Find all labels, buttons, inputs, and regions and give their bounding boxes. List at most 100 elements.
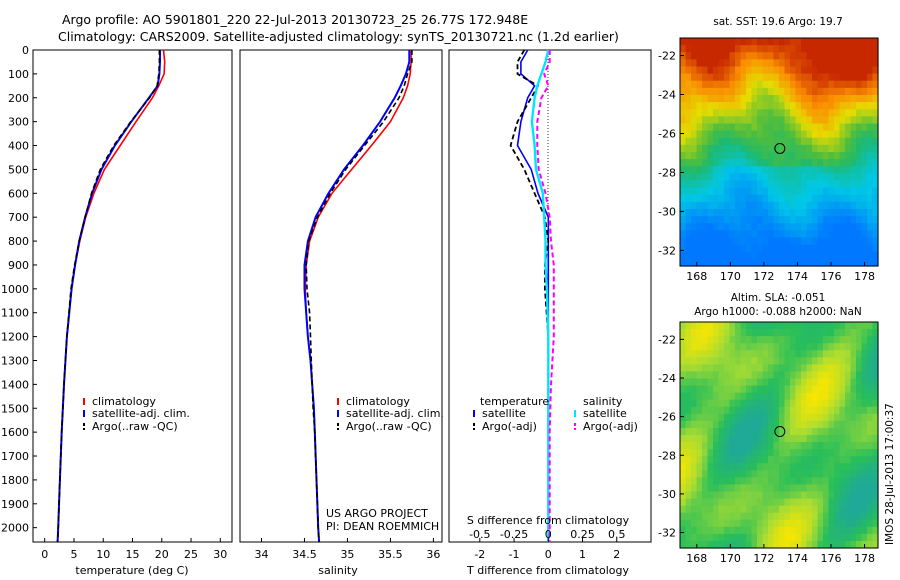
map-cell	[828, 216, 835, 224]
map-cell	[702, 38, 709, 46]
map-cell	[812, 66, 819, 75]
map-cell	[718, 130, 725, 139]
map-cell	[773, 95, 780, 103]
map-cell	[812, 123, 819, 132]
x-tick-label: 25	[184, 548, 198, 561]
map-cell	[685, 427, 692, 436]
map-cell	[724, 73, 731, 82]
map-cell	[790, 406, 797, 415]
map-cell	[713, 336, 720, 344]
map-cell	[795, 343, 802, 351]
map-cell	[762, 420, 769, 429]
depth-tick-label: 500	[8, 163, 29, 176]
map-y-tick-label: -32	[658, 244, 676, 257]
map-cell	[691, 463, 698, 471]
map-cell	[718, 80, 725, 89]
map-cell	[779, 52, 786, 60]
map-cell	[839, 73, 846, 82]
map-cell	[773, 244, 780, 253]
map-cell	[768, 258, 775, 267]
map-cell	[828, 223, 835, 231]
map-cell	[729, 209, 736, 217]
map-cell	[834, 223, 841, 231]
map-cell	[735, 371, 742, 380]
map-cell	[795, 137, 802, 146]
map-cell	[856, 173, 863, 182]
map-cell	[784, 364, 791, 373]
map-cell	[779, 322, 786, 330]
map-cell	[790, 357, 797, 365]
map-cell	[845, 519, 852, 528]
map-cell	[779, 201, 786, 210]
map-cell	[812, 512, 819, 521]
map-cell	[746, 166, 753, 174]
map-cell	[812, 484, 819, 493]
map-cell	[773, 420, 780, 429]
map-cell	[773, 533, 780, 542]
map-cell	[762, 52, 769, 60]
map-cell	[757, 116, 764, 125]
x-tick-label: 0	[41, 548, 48, 561]
map-cell	[856, 336, 863, 344]
map-cell	[839, 385, 846, 394]
map-cell	[691, 201, 698, 210]
map-cell	[795, 364, 802, 373]
map-cell	[740, 80, 747, 89]
argo-location-marker	[774, 142, 786, 154]
map-cell	[834, 180, 841, 189]
map-cell	[828, 180, 835, 189]
map-y-tick-label: -24	[658, 89, 676, 102]
map-cell	[823, 87, 830, 96]
map-cell	[746, 109, 753, 117]
map-cell	[735, 201, 742, 210]
map-cell	[806, 484, 813, 493]
map-cell	[740, 109, 747, 117]
map-cell	[839, 484, 846, 493]
map-cell	[773, 251, 780, 260]
map-cell	[856, 137, 863, 146]
map-cell	[845, 66, 852, 75]
map-cell	[757, 216, 764, 224]
map-cell	[790, 194, 797, 203]
map-cell	[801, 442, 808, 450]
map-cell	[757, 59, 764, 68]
map-cell	[867, 52, 874, 60]
map-cell	[751, 237, 758, 246]
map-cell	[685, 87, 692, 96]
map-cell	[817, 251, 824, 260]
map-cell	[757, 159, 764, 167]
map-cell	[795, 491, 802, 500]
map-cell	[740, 498, 747, 507]
map-cell	[867, 519, 874, 528]
map-cell	[834, 201, 841, 210]
map-cell	[751, 180, 758, 189]
map-cell	[740, 385, 747, 394]
map-cell	[680, 144, 687, 153]
map-cell	[779, 477, 786, 486]
map-cell	[861, 378, 868, 387]
map-cell	[691, 498, 698, 507]
map-cell	[817, 130, 824, 139]
map-cell	[691, 449, 698, 457]
map-cell	[691, 420, 698, 429]
map-cell	[790, 45, 797, 53]
map-cell	[850, 102, 857, 110]
map-cell	[806, 329, 813, 337]
map-cell	[729, 484, 736, 493]
map-cell	[867, 137, 874, 146]
map-cell	[823, 258, 830, 267]
map-cell	[823, 526, 830, 535]
map-cell	[735, 52, 742, 60]
map-cell	[685, 166, 692, 174]
map-cell	[729, 498, 736, 507]
map-cell	[702, 427, 709, 436]
map-cell	[834, 420, 841, 429]
map-cell	[757, 378, 764, 387]
map-cell	[839, 378, 846, 387]
map-cell	[691, 137, 698, 146]
map-cell	[790, 237, 797, 246]
map-cell	[856, 378, 863, 387]
map-cell	[691, 540, 698, 549]
map-cell	[779, 66, 786, 75]
map-cell	[768, 378, 775, 387]
